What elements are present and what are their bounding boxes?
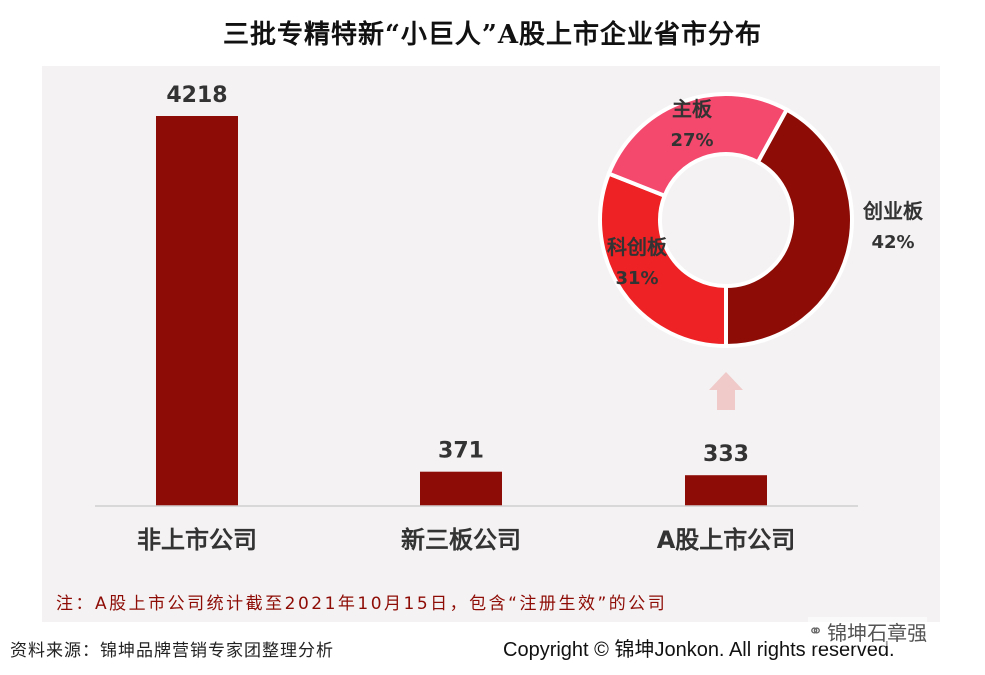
- chart-title: 三批专精特新“小巨人”A股上市企业省市分布: [222, 20, 763, 50]
- bar: [685, 475, 767, 506]
- footnote: 注：A股上市公司统计截至2021年10月15日，包含“注册生效”的公司: [56, 594, 667, 614]
- bar: [420, 471, 502, 506]
- brand-badge: ⚭ 锦坤石章强: [808, 617, 928, 646]
- bar: [156, 116, 238, 506]
- copyright-text: Copyright © 锦坤Jonkon. All rights reserve…: [503, 639, 895, 661]
- bar-value-label: 371: [438, 439, 484, 464]
- slice-label: 科创板: [607, 235, 668, 259]
- up-arrow-icon: [709, 372, 743, 410]
- slice-label: 主板: [672, 97, 713, 121]
- slice-value-label: 31%: [615, 268, 658, 289]
- category-label: 非上市公司: [137, 526, 257, 554]
- donut-slice: [598, 171, 728, 349]
- slice-value-label: 42%: [871, 232, 914, 253]
- category-label: A股上市公司: [657, 526, 796, 554]
- wechat-icon: ⚭: [808, 621, 824, 642]
- slice-value-label: 27%: [670, 130, 713, 151]
- bar-value-label: 333: [703, 442, 749, 467]
- bar-chart: 4218 非上市公司 371 新三板公司 333 A股上市公司: [137, 83, 795, 554]
- brand-name: 锦坤石章强: [827, 621, 928, 645]
- bar-value-label: 4218: [166, 83, 227, 108]
- slice-label: 创业板: [862, 199, 924, 223]
- donut-slice: [724, 106, 854, 349]
- source-text: 资料来源：锦坤品牌营销专家团整理分析: [10, 641, 334, 661]
- donut-slice: [606, 92, 790, 199]
- donut-chart: 创业板 42% 科创板 31% 主板 27%: [598, 92, 924, 349]
- category-label: 新三板公司: [401, 526, 521, 554]
